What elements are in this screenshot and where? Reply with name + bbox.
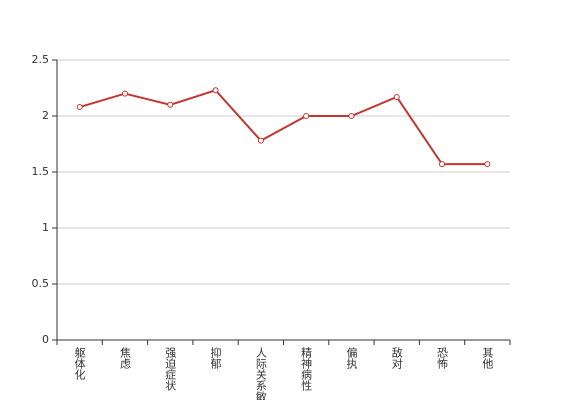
- point: [484, 161, 491, 168]
- x-tick-label: 躯体化: [73, 347, 86, 381]
- y-tick-label: 1.5: [32, 165, 50, 178]
- x-tick-label: 敌对: [390, 346, 403, 369]
- line: [79, 89, 488, 166]
- point: [212, 87, 219, 94]
- y-tick-label: 1: [42, 221, 49, 234]
- x-tick-label: 强迫症状: [164, 347, 177, 391]
- point: [121, 90, 128, 97]
- x-tick-label: 其他: [481, 347, 494, 369]
- x-tick-label: 精神病性: [300, 347, 313, 392]
- x-tick-label: 恐怖: [436, 347, 449, 369]
- point: [393, 93, 400, 100]
- x-tick-label: 抑郁: [209, 346, 222, 369]
- point: [76, 104, 83, 111]
- point: [439, 161, 446, 168]
- x-tick-label: 焦虑: [118, 347, 131, 369]
- y-tick-label: 0: [42, 333, 49, 346]
- point: [303, 113, 310, 119]
- y-tick-label: 2.5: [32, 53, 50, 66]
- point: [348, 113, 355, 119]
- point: [167, 101, 174, 108]
- y-tick-label: 2: [42, 109, 49, 122]
- x-tick-label: 偏执: [345, 346, 358, 370]
- y-tick-label: 0.5: [32, 277, 50, 290]
- x-tick-label: 人际关系敏感: [254, 347, 267, 400]
- point: [257, 137, 264, 144]
